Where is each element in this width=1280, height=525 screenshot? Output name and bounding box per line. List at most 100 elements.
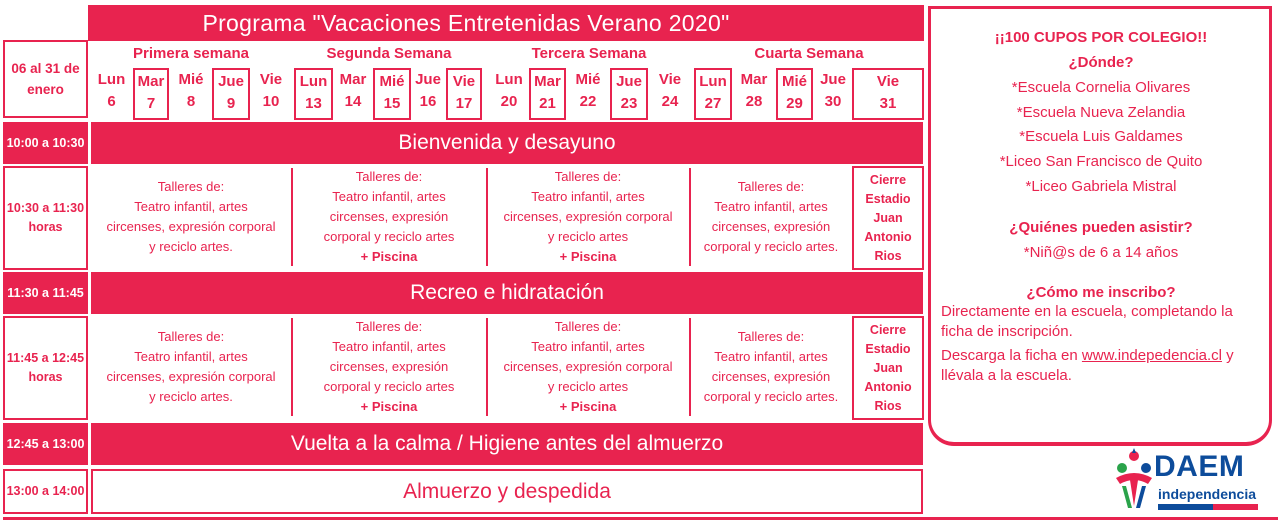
column-divider <box>291 168 293 266</box>
day-number: 9 <box>226 95 236 112</box>
day-column: Mié 8 <box>173 68 209 120</box>
school-item: *Escuela Cornelia Olivares <box>1011 79 1191 96</box>
day-number: 23 <box>620 95 638 112</box>
day-number: 21 <box>539 95 556 112</box>
workshop-line: circenses, expresión corporal <box>106 369 276 384</box>
closing-line: Estadio <box>865 191 911 206</box>
workshop-line: Teatro infantil, artes <box>714 199 828 214</box>
day-number: 7 <box>146 95 156 112</box>
time-slot: 11:30 a 11:45 <box>3 272 88 314</box>
day-column: Vie 17 <box>446 68 482 120</box>
week-2-label: Segunda Semana <box>326 45 452 62</box>
day-column: Mar 21 <box>529 68 566 120</box>
day-number: 6 <box>107 93 116 110</box>
capacity-headline: ¡¡100 CUPOS POR COLEGIO!! <box>994 29 1208 46</box>
pool-note: + Piscina <box>559 249 617 264</box>
day-name: Mar <box>740 71 768 88</box>
closing-event-cell: Cierre Estadio Juan Antonio Rios <box>852 316 924 420</box>
week-3-label: Tercera Semana <box>531 45 647 62</box>
day-column: Lun 27 <box>694 68 732 120</box>
workshop-cell: Talleres de: Teatro infantil, artes circ… <box>294 168 484 266</box>
closing-line: Estadio <box>865 341 911 356</box>
website-link[interactable]: www.indepedencia.cl <box>1081 347 1223 364</box>
pool-note: + Piscina <box>360 249 418 264</box>
day-number: 20 <box>500 93 518 110</box>
day-number: 22 <box>579 93 597 110</box>
workshop-line: Talleres de: <box>554 169 622 184</box>
time-slot: 10:00 a 10:30 <box>3 122 88 164</box>
closing-line: Cierre <box>869 322 907 337</box>
activity-recess: Recreo e hidratación <box>91 272 923 314</box>
workshop-line: Teatro infantil, artes <box>531 339 645 354</box>
closing-line: Juan <box>873 360 903 375</box>
workshop-line: Talleres de: <box>554 319 622 334</box>
column-divider <box>486 318 488 416</box>
workshop-line: Teatro infantil, artes <box>134 199 248 214</box>
day-name: Mar <box>339 71 367 88</box>
day-name: Vie <box>876 73 900 90</box>
workshop-cell: Talleres de: Teatro infantil, artes circ… <box>692 168 850 266</box>
where-question: ¿Dónde? <box>1068 54 1134 71</box>
day-number: 27 <box>704 95 722 112</box>
day-number: 17 <box>455 95 473 112</box>
day-name: Lun <box>495 71 523 88</box>
day-number: 31 <box>879 95 897 112</box>
workshop-line: corporal y reciclo artes. <box>703 239 839 254</box>
program-title-bar: Programa "Vacaciones Entretenidas Verano… <box>88 5 924 41</box>
workshop-line: Talleres de: <box>355 169 423 184</box>
workshop-line: y reciclo artes. <box>149 239 233 254</box>
day-column: Jue 23 <box>610 68 648 120</box>
info-panel: ¡¡100 CUPOS POR COLEGIO!! ¿Dónde? *Escue… <box>928 6 1272 446</box>
column-divider <box>486 168 488 266</box>
day-column: Lun 13 <box>294 68 333 120</box>
activity-breakfast: Bienvenida y desayuno <box>91 122 923 164</box>
day-column: Mié 22 <box>570 68 606 120</box>
pool-note: + Piscina <box>559 399 617 414</box>
school-item: *Liceo San Francisco de Quito <box>999 153 1203 170</box>
week-1-label: Primera semana <box>133 45 249 62</box>
how-answer-2-pre: Descarga la ficha en <box>941 347 1082 364</box>
people-icon <box>1116 448 1152 508</box>
activity-lunch: Almuerzo y despedida <box>91 469 923 514</box>
day-number: 8 <box>186 93 196 110</box>
closing-line: Rios <box>874 248 902 263</box>
day-column: Jue 16 <box>413 68 443 120</box>
day-number: 10 <box>262 93 280 110</box>
workshop-cell: Talleres de: Teatro infantil, artes circ… <box>92 168 290 266</box>
day-column: Vie 31 <box>852 68 924 120</box>
date-range: 06 al 31 de enero <box>3 40 88 118</box>
workshop-line: corporal y reciclo artes <box>323 229 455 244</box>
time-slot: 10:30 a 11:30 horas <box>3 166 88 270</box>
workshop-line: circenses, expresión <box>711 369 831 384</box>
day-name: Mié <box>178 71 204 88</box>
day-column: Mar 14 <box>335 68 371 120</box>
column-divider <box>291 318 293 416</box>
workshop-cell: Talleres de: Teatro infantil, artes circ… <box>489 168 687 266</box>
logo-sub: independencia <box>1158 486 1257 502</box>
day-name: Mié <box>781 73 807 90</box>
school-item: *Escuela Luis Galdames <box>1019 128 1183 145</box>
day-column: Mar 28 <box>735 68 773 120</box>
workshop-line: corporal y reciclo artes <box>323 379 455 394</box>
day-column: Mié 15 <box>373 68 411 120</box>
day-name: Jue <box>218 73 244 90</box>
closing-line: Juan <box>873 210 903 225</box>
workshop-line: Teatro infantil, artes <box>714 349 828 364</box>
workshop-cell: Talleres de: Teatro infantil, artes circ… <box>692 318 850 416</box>
day-column: Mié 29 <box>776 68 813 120</box>
day-name: Mié <box>575 71 601 88</box>
workshop-line: Talleres de: <box>737 179 805 194</box>
workshop-line: Teatro infantil, artes <box>332 189 446 204</box>
closing-line: Antonio <box>864 229 912 244</box>
day-name: Jue <box>820 71 846 88</box>
day-number: 30 <box>824 93 842 110</box>
workshop-line: Talleres de: <box>737 329 805 344</box>
time-slot: 12:45 a 13:00 <box>3 423 88 465</box>
day-number: 16 <box>419 93 437 110</box>
week-4-label: Cuarta Semana <box>754 45 864 62</box>
workshop-line: circenses, expresión corporal <box>503 359 673 374</box>
day-name: Vie <box>259 71 283 88</box>
logo-name: DAEM <box>1154 450 1245 483</box>
program-title: Programa "Vacaciones Entretenidas Verano… <box>202 9 730 36</box>
workshop-line: y reciclo artes <box>547 379 629 394</box>
